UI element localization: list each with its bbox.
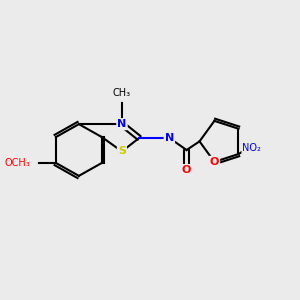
Text: S: S (118, 146, 126, 156)
Text: O: O (210, 157, 219, 167)
Text: N: N (117, 119, 127, 129)
Text: N: N (165, 133, 174, 143)
Text: NO₂: NO₂ (242, 143, 261, 153)
Text: CH₃: CH₃ (113, 88, 131, 98)
Text: O: O (182, 165, 191, 175)
Text: OCH₃: OCH₃ (4, 158, 30, 168)
